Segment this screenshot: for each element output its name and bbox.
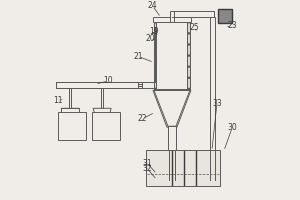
Text: 21: 21 xyxy=(134,52,143,61)
Text: 25: 25 xyxy=(189,23,199,32)
Text: 24: 24 xyxy=(148,1,157,10)
Polygon shape xyxy=(93,108,111,124)
Text: 23: 23 xyxy=(227,21,237,30)
Text: 11: 11 xyxy=(53,96,63,105)
Bar xyxy=(154,21,190,90)
Text: 31: 31 xyxy=(142,159,152,168)
Polygon shape xyxy=(61,108,79,124)
Bar xyxy=(153,17,191,22)
Text: 33: 33 xyxy=(212,99,222,108)
Bar xyxy=(56,82,142,88)
Text: 19: 19 xyxy=(149,27,158,36)
Bar xyxy=(156,21,188,89)
Bar xyxy=(168,126,176,180)
Bar xyxy=(170,11,174,22)
Text: 30: 30 xyxy=(227,123,237,132)
Bar xyxy=(92,112,120,140)
Bar xyxy=(146,150,220,186)
Text: 10: 10 xyxy=(103,76,113,85)
Polygon shape xyxy=(154,90,190,126)
Bar xyxy=(218,9,232,23)
Bar xyxy=(61,108,79,124)
Text: 20: 20 xyxy=(145,34,155,43)
Bar xyxy=(58,112,86,140)
Bar xyxy=(210,17,215,180)
Text: 32: 32 xyxy=(142,164,152,173)
Bar xyxy=(69,88,71,108)
Text: 22: 22 xyxy=(138,114,147,123)
